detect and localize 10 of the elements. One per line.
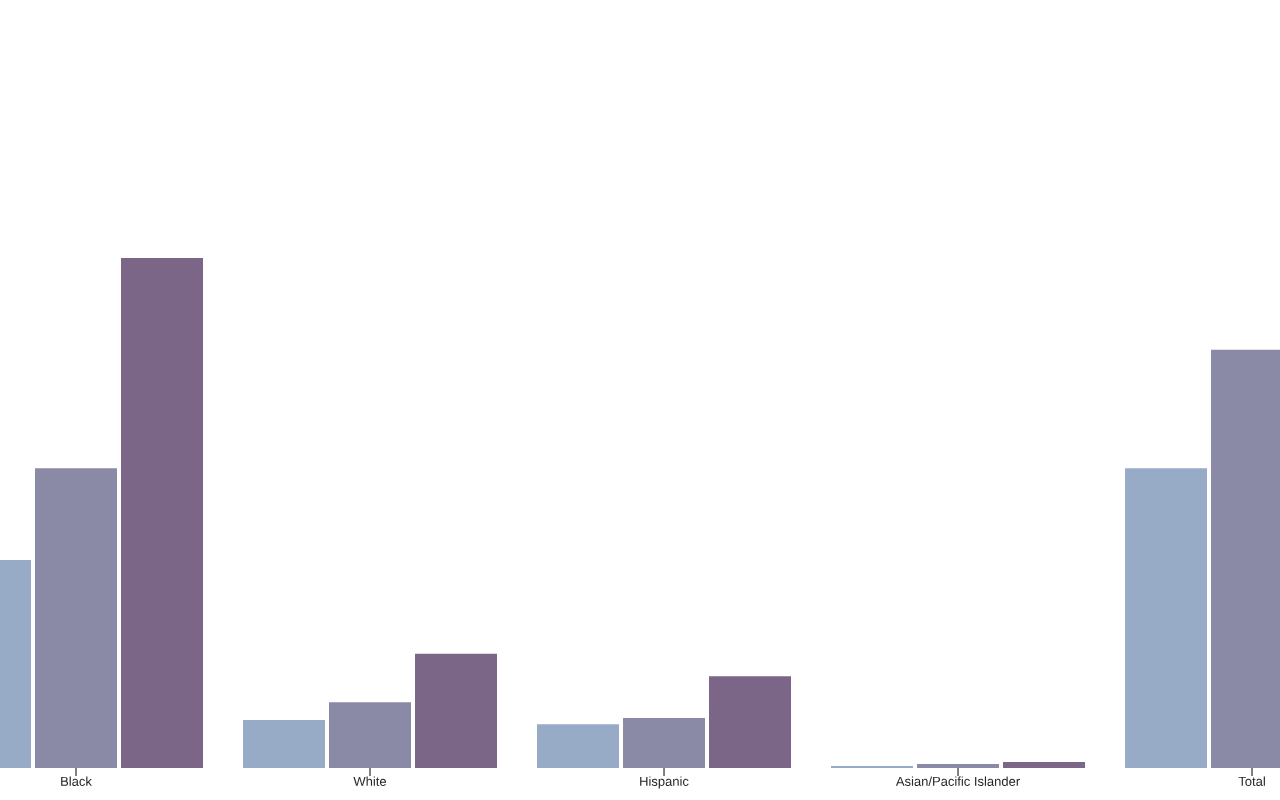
bar <box>709 676 792 768</box>
bar <box>121 258 203 768</box>
bar <box>243 720 326 768</box>
bar <box>1125 468 1208 768</box>
bar <box>35 468 117 768</box>
bar <box>415 653 497 768</box>
bar <box>623 718 706 768</box>
bar <box>1003 761 1086 768</box>
bar <box>329 702 412 768</box>
bar <box>537 724 620 768</box>
